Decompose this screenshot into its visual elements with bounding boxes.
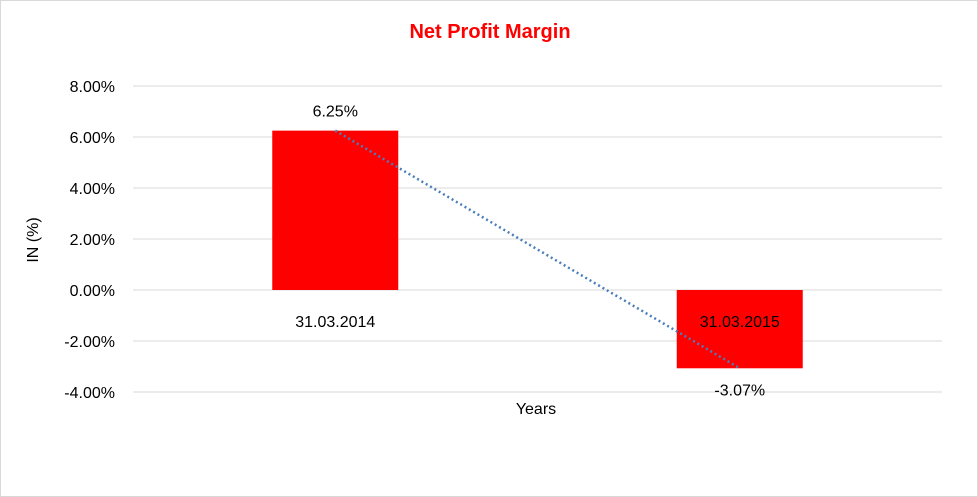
y-tick-label: 0.00% bbox=[70, 283, 115, 300]
y-tick-label: 6.00% bbox=[70, 130, 115, 147]
y-tick-label: 8.00% bbox=[70, 79, 115, 96]
y-tick-label: 4.00% bbox=[70, 181, 115, 198]
y-tick-label: 2.00% bbox=[70, 232, 115, 249]
data-label: 6.25% bbox=[313, 104, 358, 121]
x-axis-label: Years bbox=[516, 401, 556, 418]
y-tick-label: -4.00% bbox=[64, 385, 115, 402]
trendline bbox=[334, 129, 741, 370]
y-tick-label: -2.00% bbox=[64, 334, 115, 351]
data-label: -3.07% bbox=[714, 382, 765, 399]
chart-title: Net Profit Margin bbox=[409, 21, 570, 43]
bar bbox=[272, 130, 399, 290]
bar bbox=[676, 290, 803, 369]
x-tick-label: 31.03.2014 bbox=[295, 314, 375, 331]
y-axis-label: IN (%) bbox=[25, 217, 42, 262]
x-tick-label: 31.03.2015 bbox=[700, 314, 780, 331]
